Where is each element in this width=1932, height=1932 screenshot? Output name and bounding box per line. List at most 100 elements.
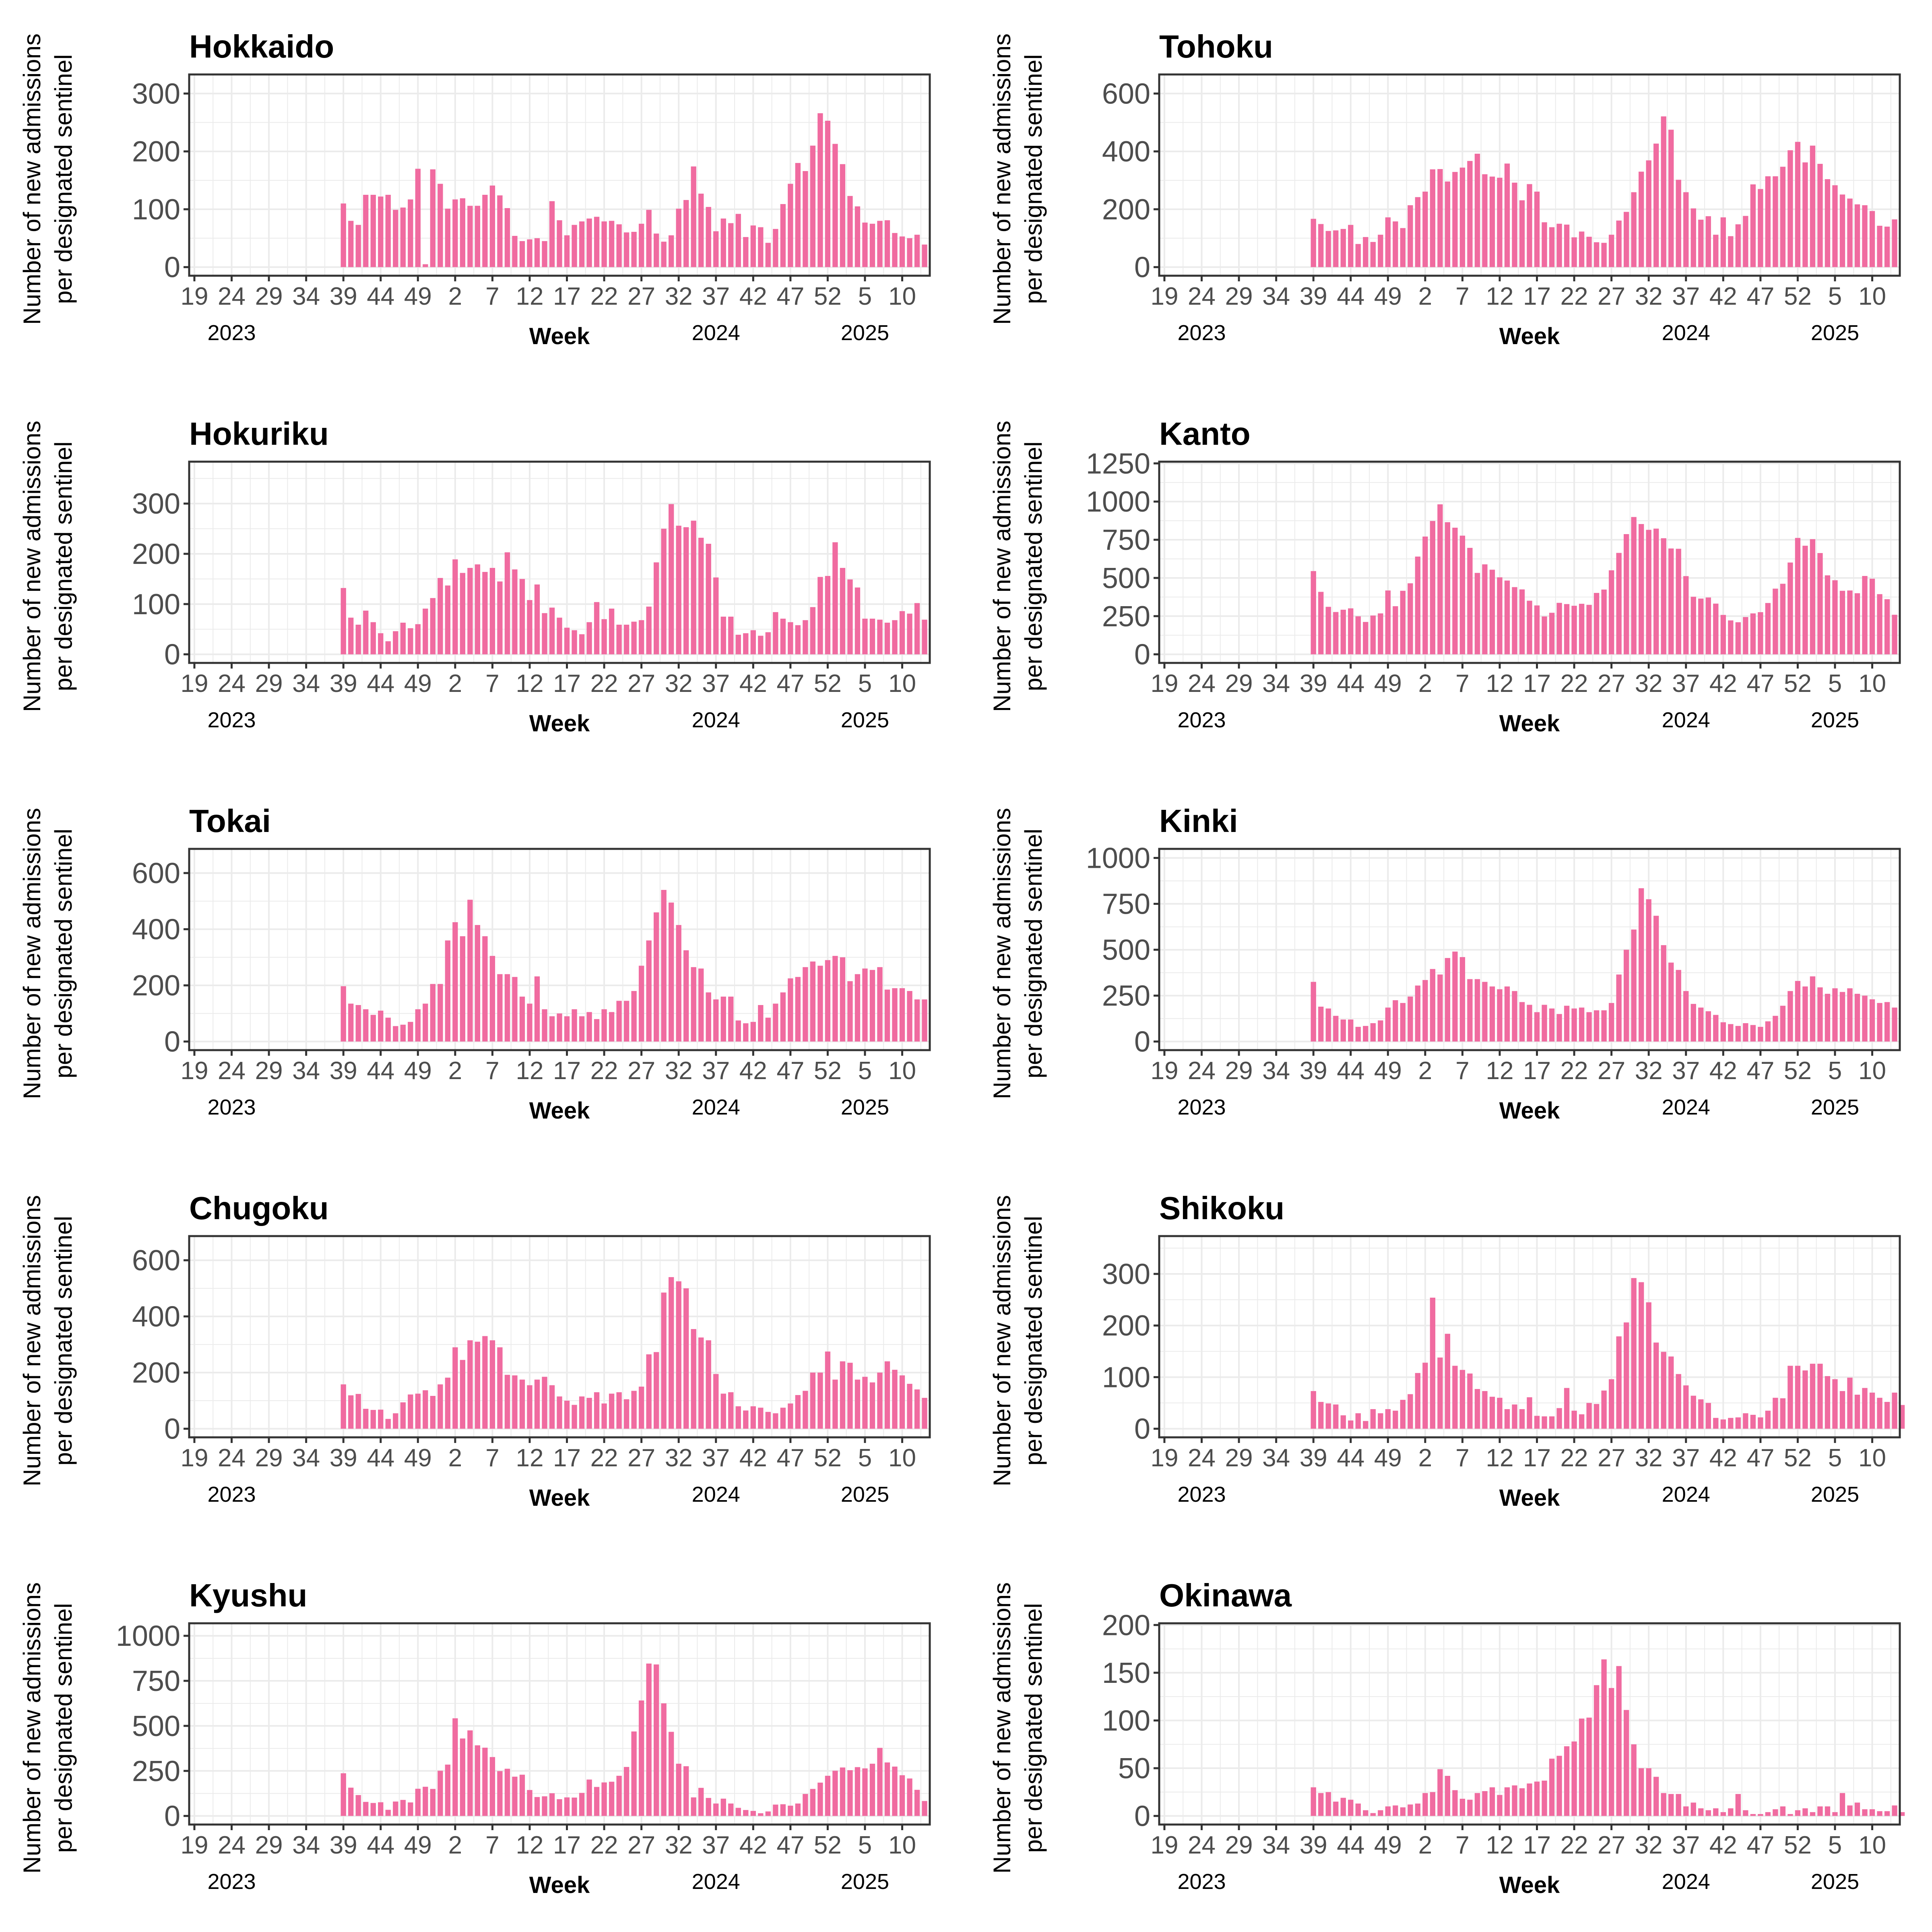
bar [676, 925, 681, 1042]
bar [1773, 176, 1778, 267]
bar [527, 1385, 533, 1429]
y-tick-label: 0 [164, 639, 180, 671]
bar [1393, 1410, 1398, 1429]
panel-title: Hokkaido [189, 29, 334, 64]
bar [1564, 1388, 1570, 1429]
bar [1735, 224, 1741, 267]
y-tick-label: 200 [132, 1357, 180, 1389]
bar [1489, 1397, 1495, 1429]
bar [438, 984, 443, 1042]
bar [646, 210, 652, 267]
bar [482, 1748, 488, 1816]
bar [1884, 1811, 1890, 1816]
bar [1810, 145, 1816, 267]
x-tick-label: 19 [180, 1057, 208, 1085]
y-axis-label-line2: per designated sentinel [50, 1216, 77, 1466]
bar [855, 1379, 861, 1429]
bar [400, 1800, 406, 1816]
bar [847, 1770, 853, 1816]
bar [1534, 1012, 1540, 1042]
bar [1459, 957, 1466, 1042]
bar [1355, 1027, 1361, 1042]
bar [1616, 1336, 1622, 1429]
bar [370, 622, 376, 654]
bar [1653, 528, 1659, 654]
bar [1862, 576, 1868, 654]
bar [623, 1001, 630, 1042]
x-tick-label: 22 [1560, 1444, 1588, 1472]
year-label: 2025 [1811, 1870, 1859, 1894]
bar [1378, 613, 1383, 654]
bar [669, 1732, 674, 1816]
bar [1586, 605, 1592, 654]
bar [363, 611, 369, 654]
bar [1400, 1399, 1406, 1429]
bar [1333, 1404, 1339, 1429]
plot-frame [188, 73, 931, 277]
x-tick-label: 19 [1150, 670, 1178, 698]
x-tick-label: 22 [590, 1057, 618, 1085]
bar [527, 600, 533, 654]
bar [698, 538, 704, 654]
bar [1422, 1793, 1428, 1816]
x-tick-label: 27 [1598, 670, 1625, 698]
bar [1661, 945, 1666, 1042]
bar [579, 1793, 585, 1816]
bar [609, 221, 615, 267]
bar [512, 1375, 518, 1429]
bar [393, 1801, 398, 1816]
bar [817, 113, 823, 267]
x-tick-label: 29 [255, 1831, 283, 1859]
x-tick-label: 49 [404, 1444, 432, 1472]
year-label: 2024 [1662, 321, 1710, 345]
x-tick-label: 2 [1418, 283, 1432, 310]
bar [1348, 225, 1354, 267]
bar [1758, 612, 1763, 654]
panel-hokuriku: Hokuriku Number of new admissions per desi… [19, 416, 931, 737]
bar [594, 1019, 600, 1042]
bar [1445, 181, 1451, 267]
bar [1661, 1793, 1666, 1816]
bar [1467, 1800, 1473, 1816]
bar [616, 224, 622, 267]
x-tick-label: 47 [776, 670, 804, 698]
x-tick-label: 37 [702, 670, 730, 698]
bar [1355, 244, 1361, 267]
panel-kanto: Kanto Number of new admissions per designa… [989, 416, 1901, 737]
y-tick-label: 500 [1102, 934, 1150, 966]
bar [1839, 1391, 1845, 1429]
bar [1415, 1373, 1420, 1429]
bar [840, 1767, 846, 1816]
bar [862, 1768, 868, 1816]
bar [1639, 1768, 1644, 1816]
bar [735, 634, 741, 654]
bar [1474, 1389, 1480, 1429]
bar [1504, 163, 1510, 267]
bar [1847, 1805, 1853, 1816]
bar [825, 120, 831, 267]
x-tick-label: 39 [330, 283, 357, 310]
bar [393, 631, 398, 654]
bar [899, 611, 905, 654]
bar [1788, 562, 1793, 654]
bar [1571, 237, 1577, 267]
bar [780, 204, 786, 267]
x-tick-label: 29 [1225, 670, 1253, 698]
bar [1608, 235, 1614, 267]
bar [1363, 1810, 1368, 1816]
bar [1616, 974, 1622, 1042]
bar [1400, 1003, 1406, 1042]
bar [445, 940, 450, 1042]
bar [1758, 189, 1763, 267]
x-tick-label: 19 [180, 1444, 208, 1472]
bar [720, 218, 726, 267]
x-tick-label: 2 [1418, 670, 1432, 698]
bar [743, 1023, 749, 1042]
x-tick-label: 10 [888, 1057, 916, 1085]
bar [1474, 573, 1480, 654]
bar [1802, 1370, 1808, 1429]
bar [438, 1384, 443, 1429]
bar [408, 1802, 413, 1816]
x-tick-label: 34 [1262, 1057, 1290, 1085]
